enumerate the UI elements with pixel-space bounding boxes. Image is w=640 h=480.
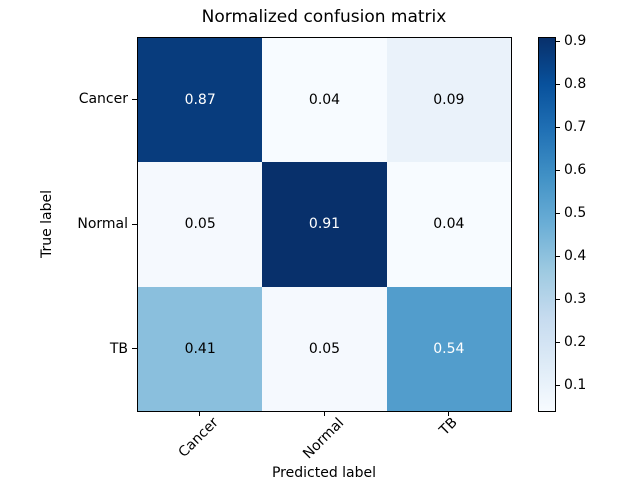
heatmap-grid: 0.87 0.04 0.09 0.05 0.91 0.04 0.41 0.05 0.54 bbox=[137, 37, 512, 412]
colorbar-tick-label: 0.7 bbox=[564, 119, 587, 136]
x-tick-mark bbox=[448, 411, 450, 416]
x-tick-mark bbox=[323, 411, 325, 416]
chart-title: Normalized confusion matrix bbox=[201, 7, 447, 27]
colorbar-tick-mark bbox=[555, 384, 560, 386]
colorbar bbox=[538, 37, 556, 412]
colorbar-tick-label: 0.1 bbox=[564, 377, 587, 394]
matrix-cell-Normal-Cancer: 0.05 bbox=[138, 162, 263, 287]
y-tick-label: Cancer bbox=[78, 91, 128, 108]
colorbar-tick-label: 0.3 bbox=[564, 291, 587, 308]
colorbar-tick-label: 0.4 bbox=[564, 248, 587, 265]
y-tick-label: TB bbox=[109, 340, 128, 357]
colorbar-tick-mark bbox=[555, 40, 560, 42]
y-tick-mark bbox=[132, 223, 137, 225]
matrix-cell-Normal-Normal: 0.91 bbox=[262, 162, 387, 287]
colorbar-tick-mark bbox=[555, 83, 560, 85]
x-axis-label: Predicted label bbox=[271, 465, 377, 480]
matrix-cell-TB-Normal: 0.05 bbox=[262, 286, 387, 411]
x-tick-label: TB bbox=[436, 414, 461, 440]
y-tick-label: Normal bbox=[77, 216, 128, 232]
matrix-cell-Cancer-Cancer: 0.87 bbox=[138, 38, 263, 163]
matrix-cell-TB-Cancer: 0.41 bbox=[138, 286, 263, 411]
colorbar-tick-mark bbox=[555, 341, 560, 343]
x-tick-label: Normal bbox=[300, 415, 348, 463]
matrix-cell-Cancer-TB: 0.09 bbox=[386, 38, 511, 163]
colorbar-tick-label: 0.5 bbox=[564, 205, 587, 222]
colorbar-tick-label: 0.8 bbox=[564, 76, 587, 93]
colorbar-tick-label: 0.6 bbox=[564, 162, 587, 179]
x-tick-mark bbox=[198, 411, 200, 416]
y-tick-mark bbox=[132, 348, 137, 350]
matrix-cell-TB-TB: 0.54 bbox=[386, 286, 511, 411]
colorbar-tick-label: 0.2 bbox=[564, 334, 587, 351]
colorbar-tick-mark bbox=[555, 169, 560, 171]
y-tick-mark bbox=[132, 98, 137, 100]
x-tick-label: Cancer bbox=[175, 414, 223, 462]
colorbar-tick-mark bbox=[555, 255, 560, 257]
colorbar-tick-mark bbox=[555, 212, 560, 214]
colorbar-tick-label: 0.9 bbox=[564, 33, 587, 50]
colorbar-tick-mark bbox=[555, 298, 560, 300]
colorbar-tick-mark bbox=[555, 126, 560, 128]
matrix-cell-Cancer-Normal: 0.04 bbox=[262, 38, 387, 163]
matrix-cell-Normal-TB: 0.04 bbox=[386, 162, 511, 287]
